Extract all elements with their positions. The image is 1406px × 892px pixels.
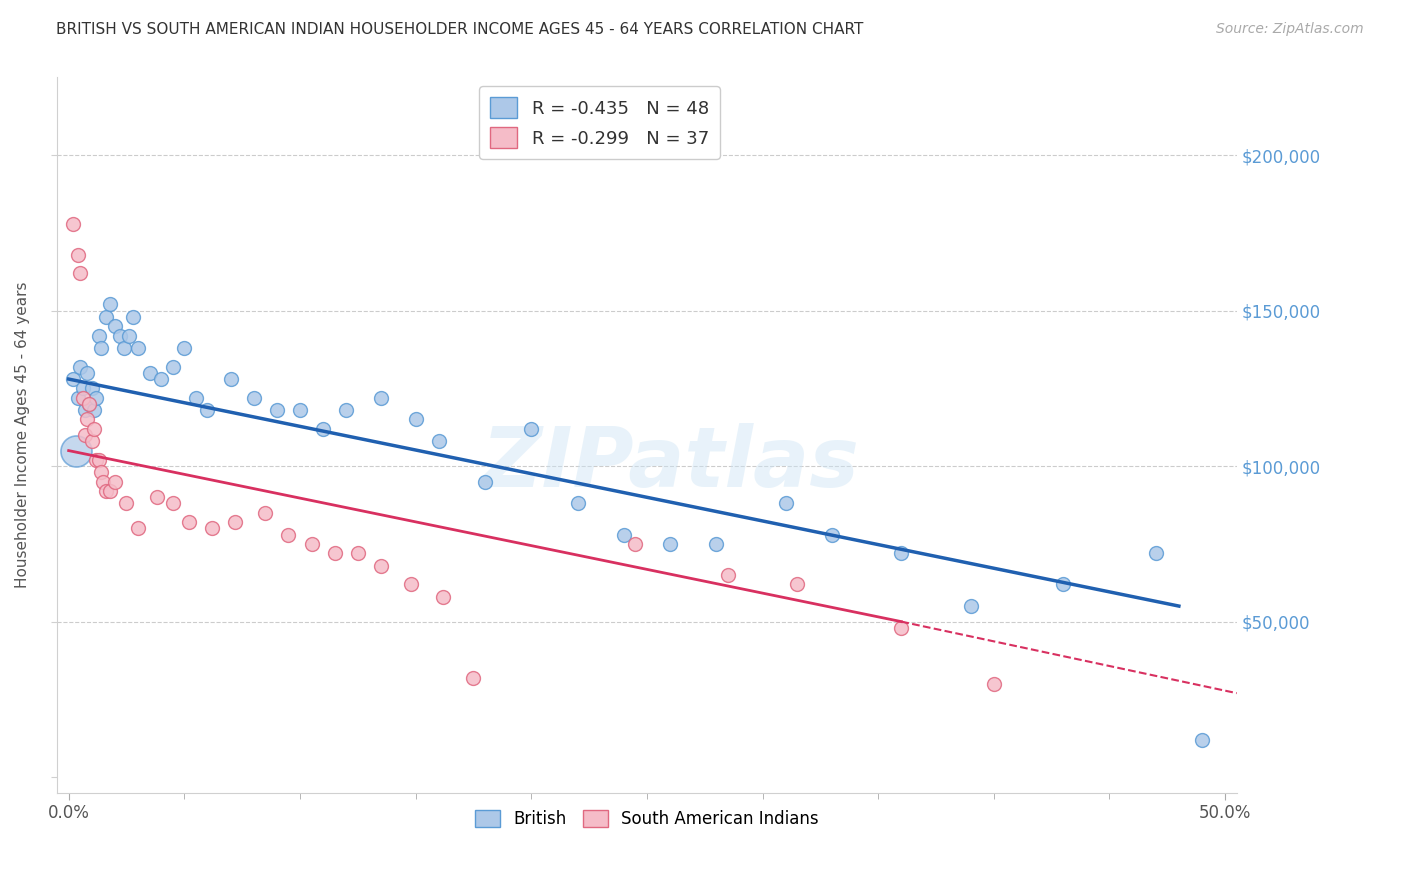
Point xyxy=(1052,577,1074,591)
Point xyxy=(80,434,103,449)
Point xyxy=(104,319,127,334)
Point xyxy=(150,372,173,386)
Point xyxy=(162,359,184,374)
Point xyxy=(254,506,277,520)
Point xyxy=(86,453,108,467)
Point xyxy=(69,359,91,374)
Point xyxy=(821,527,844,541)
Point xyxy=(659,537,682,551)
Point xyxy=(959,599,981,613)
Point xyxy=(90,341,112,355)
Point xyxy=(427,434,450,449)
Point xyxy=(112,341,135,355)
Point xyxy=(613,527,636,541)
Point xyxy=(79,397,101,411)
Point xyxy=(323,546,346,560)
Point xyxy=(94,310,117,324)
Point xyxy=(224,515,246,529)
Point xyxy=(145,490,167,504)
Point xyxy=(87,453,110,467)
Point xyxy=(76,366,98,380)
Point xyxy=(370,391,392,405)
Point xyxy=(122,310,145,324)
Point xyxy=(983,677,1005,691)
Point xyxy=(1144,546,1167,560)
Point xyxy=(72,381,94,395)
Point xyxy=(312,422,335,436)
Point xyxy=(405,412,427,426)
Point xyxy=(83,422,105,436)
Point xyxy=(520,422,543,436)
Point xyxy=(138,366,160,380)
Point xyxy=(62,217,84,231)
Point xyxy=(288,403,311,417)
Point xyxy=(90,466,112,480)
Point xyxy=(98,483,121,498)
Text: BRITISH VS SOUTH AMERICAN INDIAN HOUSEHOLDER INCOME AGES 45 - 64 YEARS CORRELATI: BRITISH VS SOUTH AMERICAN INDIAN HOUSEHO… xyxy=(56,22,863,37)
Point xyxy=(83,403,105,417)
Point xyxy=(66,391,89,405)
Point xyxy=(775,496,797,510)
Point xyxy=(1191,732,1213,747)
Point xyxy=(786,577,808,591)
Point xyxy=(72,391,94,405)
Point xyxy=(73,428,96,442)
Point xyxy=(301,537,323,551)
Point xyxy=(704,537,727,551)
Point xyxy=(242,391,264,405)
Legend: British, South American Indians: British, South American Indians xyxy=(468,803,825,834)
Point xyxy=(432,590,454,604)
Point xyxy=(567,496,589,510)
Point xyxy=(127,341,149,355)
Point xyxy=(80,381,103,395)
Point xyxy=(162,496,184,510)
Point xyxy=(115,496,138,510)
Point xyxy=(197,403,219,417)
Point xyxy=(65,443,87,458)
Point xyxy=(463,671,485,685)
Point xyxy=(93,475,115,489)
Point xyxy=(66,248,89,262)
Point xyxy=(118,328,141,343)
Point xyxy=(474,475,496,489)
Point xyxy=(399,577,422,591)
Point xyxy=(108,328,131,343)
Point xyxy=(127,521,149,535)
Point xyxy=(370,558,392,573)
Point xyxy=(86,391,108,405)
Point xyxy=(104,475,127,489)
Point xyxy=(76,412,98,426)
Point xyxy=(69,266,91,280)
Point xyxy=(79,397,101,411)
Point xyxy=(890,546,912,560)
Point xyxy=(335,403,357,417)
Point xyxy=(717,568,740,582)
Text: Source: ZipAtlas.com: Source: ZipAtlas.com xyxy=(1216,22,1364,37)
Point xyxy=(277,527,299,541)
Point xyxy=(87,328,110,343)
Point xyxy=(346,546,368,560)
Point xyxy=(62,372,84,386)
Point xyxy=(177,515,200,529)
Point xyxy=(890,621,912,635)
Point xyxy=(201,521,224,535)
Point xyxy=(624,537,647,551)
Point xyxy=(98,297,121,311)
Text: ZIPatlas: ZIPatlas xyxy=(481,423,859,504)
Point xyxy=(184,391,207,405)
Point xyxy=(73,403,96,417)
Point xyxy=(173,341,195,355)
Point xyxy=(266,403,288,417)
Point xyxy=(219,372,242,386)
Y-axis label: Householder Income Ages 45 - 64 years: Householder Income Ages 45 - 64 years xyxy=(15,282,30,589)
Point xyxy=(94,483,117,498)
